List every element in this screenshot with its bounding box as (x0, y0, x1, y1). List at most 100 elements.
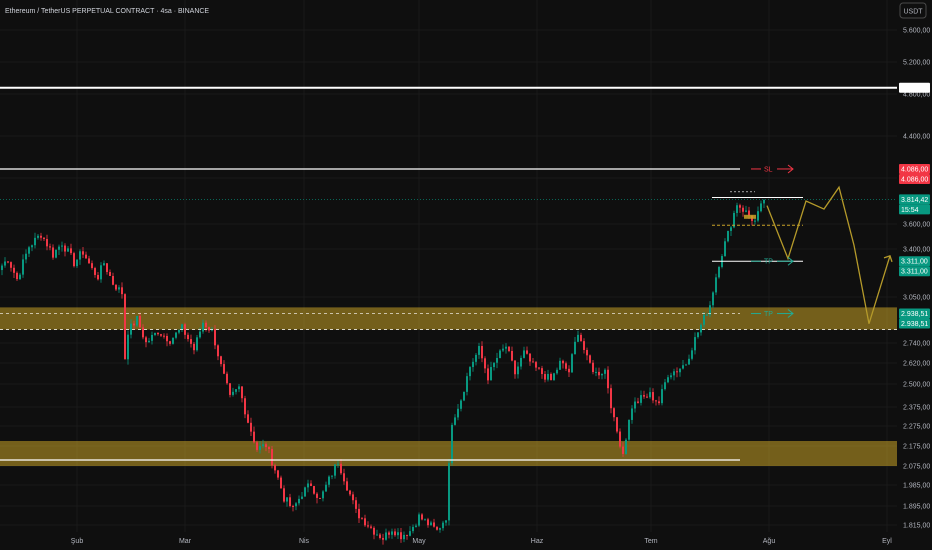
candle-body (370, 526, 372, 528)
candle-body (481, 346, 483, 359)
candle-body (55, 249, 57, 258)
candle-body (679, 368, 681, 373)
price-badge-7 (899, 308, 930, 319)
projection-arrowhead (883, 255, 893, 263)
candle-body (316, 493, 318, 498)
candle-body (739, 205, 741, 208)
currency-button-frame[interactable] (899, 2, 927, 19)
candle-body (448, 463, 450, 521)
candle-body (562, 360, 564, 364)
candle-body (73, 253, 75, 267)
tp2-annotation-arrowhead (787, 309, 794, 318)
candle-body (436, 526, 438, 530)
candle-body (187, 334, 189, 340)
candle-body (388, 532, 390, 535)
candle-body (310, 483, 312, 487)
candle-body (397, 532, 399, 536)
candle-body (112, 276, 114, 285)
candle-body (736, 205, 738, 213)
chart-title: Ethereum / TetherUS PERPETUAL CONTRACT ·… (5, 8, 209, 15)
candle-body (247, 414, 249, 423)
candle-body (550, 373, 552, 381)
candle-body (547, 373, 549, 380)
candle-body (157, 332, 159, 335)
candle-body (409, 531, 411, 536)
candle-body (271, 449, 273, 466)
price-tick-15: 1.985,00 (903, 483, 930, 490)
candle-body (634, 401, 636, 409)
candle-body (37, 235, 39, 238)
candle-body (7, 261, 9, 263)
candle-body (100, 265, 102, 280)
candle-body (655, 400, 657, 402)
candle-body (466, 376, 468, 392)
candle-body (343, 473, 345, 482)
sl-annotation-arrowhead (787, 164, 794, 174)
projection-path (766, 185, 893, 324)
candle-body (754, 220, 756, 222)
candle-body (484, 358, 486, 369)
price-tick-6: 3.400,00 (903, 247, 930, 254)
candle-body (85, 254, 87, 259)
candle-body (538, 367, 540, 369)
candle-body (97, 274, 99, 280)
candle-body (664, 382, 666, 390)
time-tick-7: Eyl (882, 538, 892, 545)
price-tick-10: 2.500,00 (903, 382, 930, 389)
candle-body (643, 395, 645, 397)
candle-body (628, 419, 630, 440)
candle-body (331, 475, 333, 477)
candle-body (688, 358, 690, 365)
candle-body (523, 350, 525, 358)
candle-body (535, 362, 537, 368)
candle-body (319, 497, 321, 499)
candle-body (52, 247, 54, 258)
candle-body (169, 341, 171, 344)
candle-body (79, 251, 81, 260)
candle-body (283, 488, 285, 502)
time-axis[interactable]: Şub Mar Nis May Haz Tem Ağu Eyl (71, 538, 893, 545)
price-badge-4 (899, 204, 930, 215)
resistance-zone (0, 307, 897, 330)
price-badge-label-3: 3.814,42 (901, 197, 928, 204)
price-tick-1: 5.200,00 (903, 60, 930, 67)
price-badge-3 (899, 194, 930, 205)
candle-body (13, 267, 15, 273)
candle-body (391, 531, 393, 535)
candle-body (151, 334, 153, 341)
candle-body (205, 322, 207, 328)
price-tick-11: 2.375,00 (903, 405, 930, 412)
candle-body (514, 360, 516, 375)
candle-body (202, 322, 204, 332)
candle-body (142, 327, 144, 338)
candle-body (586, 349, 588, 356)
candle-body (160, 334, 162, 336)
candle-body (262, 444, 264, 447)
candle-body (70, 248, 72, 254)
currency-button[interactable]: USDT (899, 2, 927, 19)
candle-body (703, 314, 705, 325)
candle-body (253, 431, 255, 443)
candle-body (709, 305, 711, 315)
candle-body (352, 494, 354, 501)
candle-body (724, 241, 726, 257)
candle-body (244, 398, 246, 415)
candle-body (238, 386, 240, 390)
candle-body (439, 528, 441, 530)
candle-body (673, 371, 675, 376)
candle-body (217, 345, 219, 357)
candle-body (493, 362, 495, 368)
time-tick-5: Tem (644, 538, 657, 545)
candle-body (757, 211, 759, 221)
candle-body (517, 366, 519, 375)
entry-marker (744, 214, 756, 219)
candle-body (139, 315, 141, 328)
candle-body (46, 239, 48, 247)
price-tick-13: 2.175,00 (903, 444, 930, 451)
candle-body (193, 343, 195, 351)
candle-body (28, 247, 30, 254)
price-axis[interactable]: 5.600,005.200,004.800,004.400,004.000,00… (903, 28, 930, 530)
currency-button-label[interactable]: USDT (903, 9, 923, 16)
